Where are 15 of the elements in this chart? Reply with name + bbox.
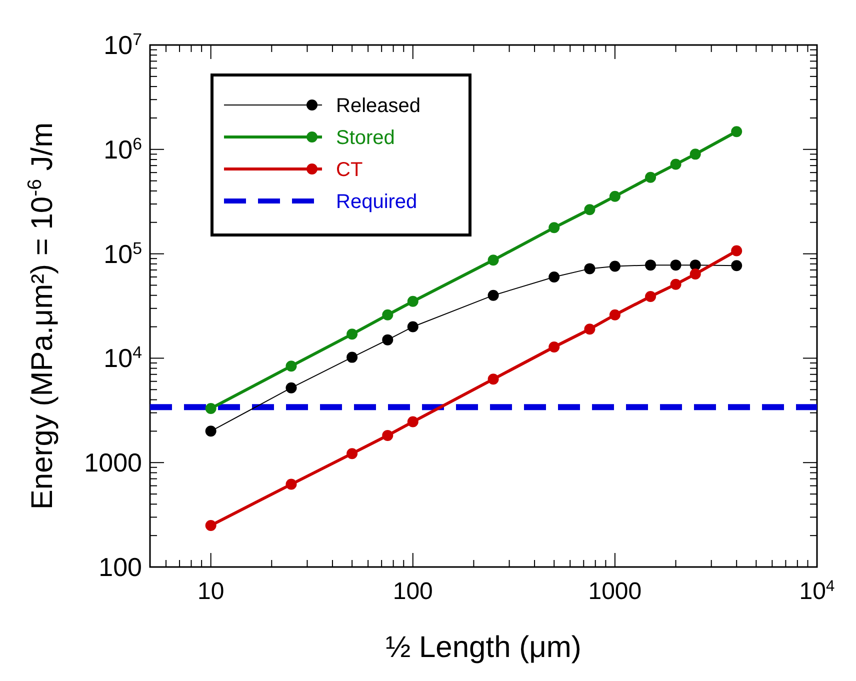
y-tick-label: 10$^{5}$ — [104, 238, 142, 269]
y-tick-label: 100 — [98, 552, 142, 582]
legend-label: CT — [336, 159, 363, 181]
x-axis-title: ½ Length (μm) — [386, 631, 582, 664]
x-tick-label: 10 — [197, 578, 224, 605]
y-tick-label: 10$^{6}$ — [104, 134, 142, 164]
x-tick-label: 1000 — [588, 578, 642, 605]
x-tick-label: 10$^{4}$ — [799, 578, 836, 605]
y-tick-label: 1000 — [84, 448, 142, 478]
y-tick-label: 10$^{7}$ — [104, 30, 142, 60]
y-tick-label: 10$^{4}$ — [104, 342, 142, 374]
x-tick-label: 100 — [392, 578, 433, 605]
legend-label: Stored — [336, 127, 395, 149]
legend-label: Required — [336, 191, 418, 213]
legend-label: Released — [336, 95, 421, 117]
